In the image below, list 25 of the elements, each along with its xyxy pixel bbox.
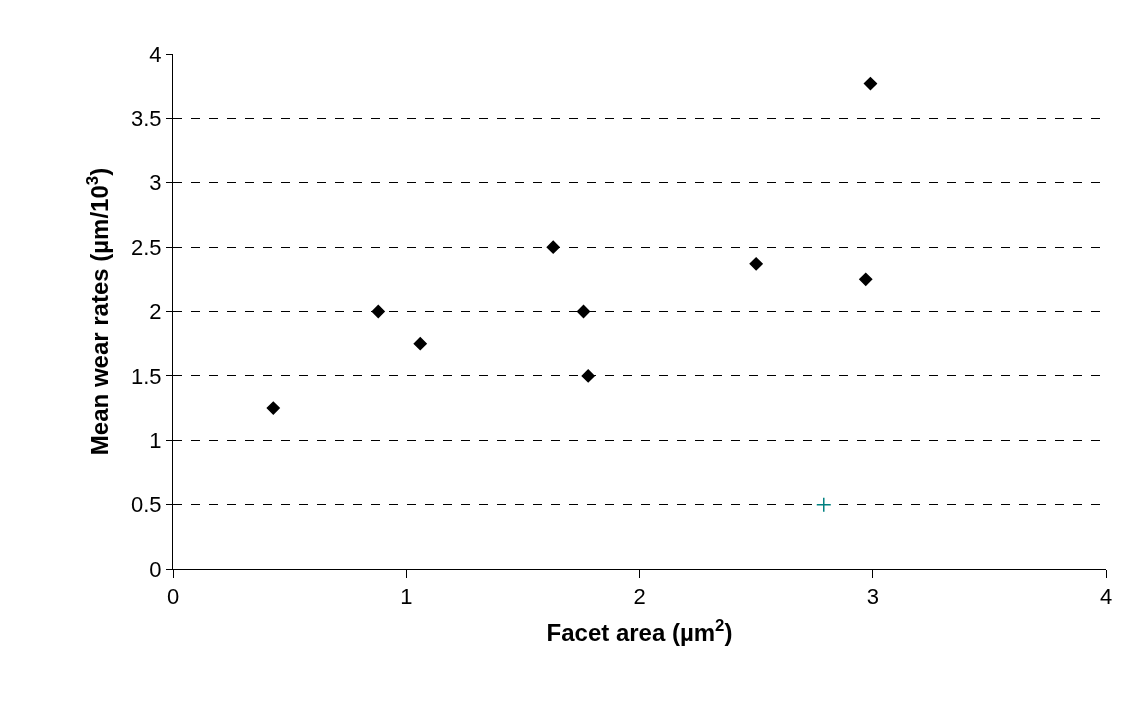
point: [371, 304, 385, 319]
x-tick-label: 2: [633, 584, 646, 610]
y-tick-label: 2.5: [131, 234, 162, 260]
point: [581, 369, 595, 383]
point: [266, 401, 280, 415]
x-tick-label: 4: [1099, 584, 1113, 610]
point: [859, 272, 873, 286]
y-tick-label: 1.5: [131, 363, 162, 389]
y-tick-label: 0: [149, 556, 162, 582]
x-axis-title: Facet area (µm$^{2}$): [546, 615, 733, 646]
point: [576, 304, 591, 319]
x-tick-label: 1: [400, 584, 413, 610]
x-tick-label: 0: [166, 584, 180, 610]
y-tick-label: 4: [149, 41, 162, 67]
y-tick-label: 1: [149, 427, 162, 453]
point: [546, 240, 560, 254]
point: [413, 337, 427, 351]
y-tick-label: 3.5: [131, 106, 162, 132]
x-tick-label: 3: [866, 584, 879, 610]
point: [863, 77, 878, 91]
y-tick-label: 0.5: [131, 492, 162, 518]
y-tick-label: 2: [149, 299, 162, 325]
point: [749, 257, 763, 271]
y-tick-label: 3: [149, 170, 162, 196]
point: [816, 496, 832, 513]
